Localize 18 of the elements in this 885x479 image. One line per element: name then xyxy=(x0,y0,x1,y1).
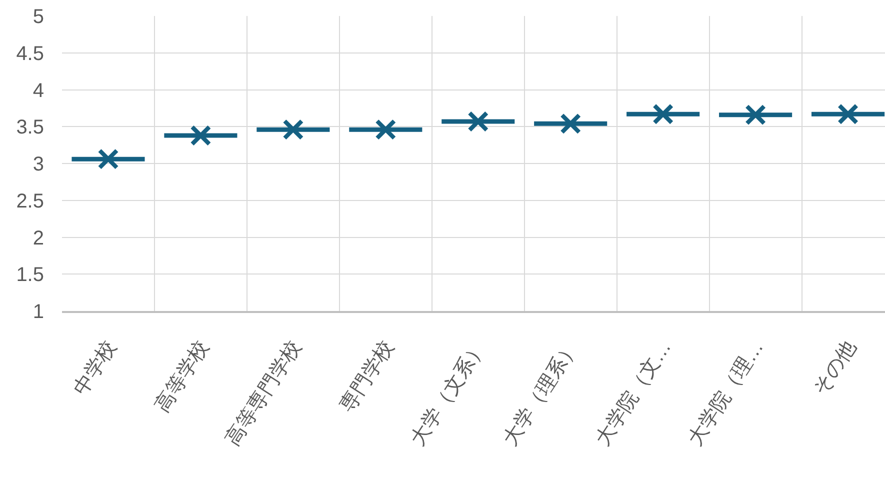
y-tick-label: 5 xyxy=(32,6,44,28)
y-tick-label: 2.5 xyxy=(16,190,44,212)
y-tick-label: 4.5 xyxy=(16,42,44,65)
x-tick-label: 大学（文系） xyxy=(406,336,491,450)
x-tick-label: 高等学校 xyxy=(150,336,214,416)
x-tick-label: 中学校 xyxy=(70,336,121,400)
y-tick-label: 4 xyxy=(32,80,44,102)
y-tick-label: 1.5 xyxy=(16,264,44,286)
x-tick-label: その他 xyxy=(809,336,861,400)
x-tick-label: 大学院（文… xyxy=(592,336,676,450)
y-tick-label: 2 xyxy=(32,227,44,250)
x-tick-label: 専門学校 xyxy=(336,336,398,416)
x-tick-label: 大学（理系） xyxy=(499,336,584,450)
y-tick-label: 3 xyxy=(32,154,44,176)
x-tick-label: 大学院（理… xyxy=(684,336,768,450)
y-tick-label: 3.5 xyxy=(16,116,44,139)
x-tick-label: 高等専門学校 xyxy=(221,336,306,450)
y-tick-label: 1 xyxy=(32,301,44,323)
